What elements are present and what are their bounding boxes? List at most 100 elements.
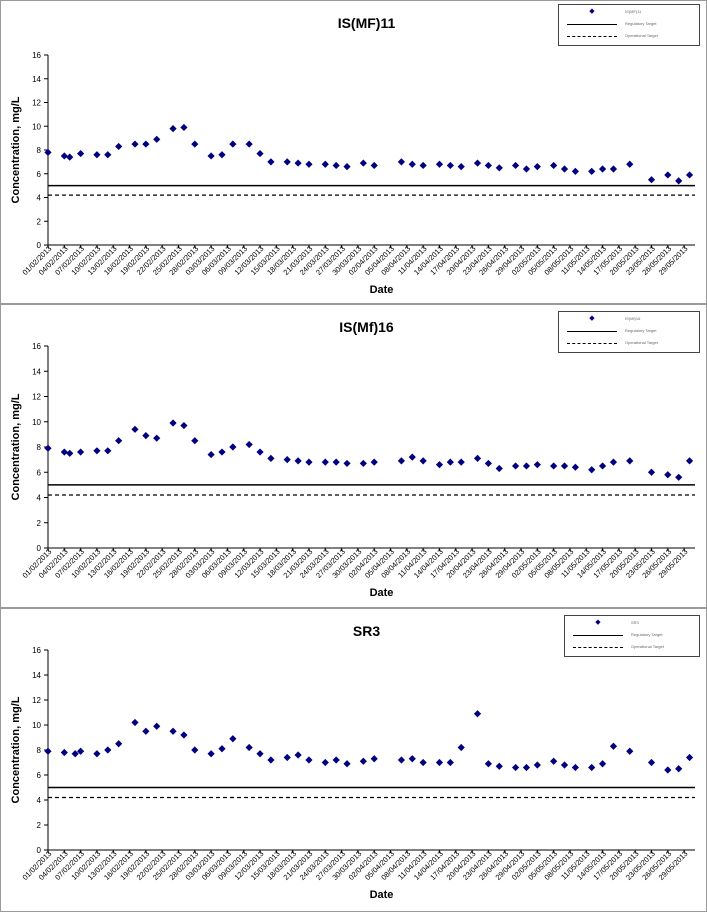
data-point (93, 447, 101, 455)
data-point (60, 448, 68, 456)
data-point (626, 747, 634, 755)
chart-title: IS(Mf)16 (339, 319, 394, 335)
data-point (435, 160, 444, 168)
data-point (131, 425, 139, 433)
data-point (245, 140, 253, 148)
legend-label-regulatory: Regulatory Target (625, 21, 657, 26)
chart-legend: ◆ IS(MF)11 Regulatory Target Operational … (558, 4, 700, 46)
data-point (495, 464, 503, 473)
data-point (169, 125, 177, 133)
data-point (332, 161, 340, 170)
data-point (207, 152, 215, 160)
data-point (77, 747, 85, 755)
legend-label-regulatory: Regulatory Target (625, 328, 657, 333)
data-point (169, 419, 177, 427)
data-point (457, 743, 465, 752)
data-point (408, 453, 416, 461)
data-point (484, 760, 492, 768)
data-point (457, 458, 465, 466)
y-tick-label: 8 (37, 746, 42, 755)
data-point (685, 457, 694, 465)
data-point (191, 437, 199, 445)
data-point (571, 763, 579, 772)
chart-panel-sr3: SR3 0 2 4 6 8 10 12 14 16 01/02/2013 04/02/2013 07/0… (0, 608, 707, 912)
data-point (294, 751, 302, 759)
data-point (229, 443, 237, 451)
data-point (305, 458, 313, 466)
data-point (180, 123, 188, 132)
y-tick-label: 16 (32, 342, 41, 351)
data-point (191, 746, 199, 754)
chart-title: IS(MF)11 (338, 15, 396, 31)
y-axis-label: Concentration, mg/L (10, 696, 22, 803)
data-point (473, 159, 482, 167)
data-point (359, 159, 367, 167)
legend-label-operational: Operational Target (625, 340, 658, 345)
chart-svg: IS(Mf)16024681012141601/02/201304/02/201… (10, 319, 695, 599)
data-point (446, 458, 454, 466)
chart-svg: SR3024681012141601/02/201304/02/201307/0… (10, 623, 695, 901)
x-axis-label: Date (370, 587, 394, 599)
data-point (104, 151, 112, 159)
data-point (598, 165, 607, 173)
data-point (370, 755, 378, 763)
data-point (44, 148, 52, 156)
data-point (560, 165, 569, 173)
data-point (218, 448, 226, 456)
data-point (473, 710, 482, 718)
data-point (511, 161, 520, 170)
data-point (321, 458, 329, 466)
data-point (609, 742, 618, 750)
data-point (664, 171, 672, 179)
data-point (60, 748, 68, 757)
data-point (446, 758, 454, 767)
data-point (267, 454, 275, 462)
data-point (131, 718, 139, 727)
data-point (408, 160, 416, 168)
data-point (332, 756, 340, 764)
legend-solid-line-icon (567, 24, 617, 25)
legend-dashed-line-icon (573, 647, 623, 648)
data-point (44, 747, 52, 755)
data-point (685, 171, 694, 179)
data-point (511, 462, 520, 470)
y-axis-label: Concentration, mg/L (10, 393, 22, 500)
data-point (473, 454, 482, 462)
data-point (142, 727, 150, 735)
y-tick-label: 0 (37, 846, 42, 855)
chart-panel-is-mf-16: IS(Mf)16 0 2 4 6 8 10 12 14 16 01/02/2013 04/02/201… (0, 304, 707, 608)
data-point (44, 444, 52, 452)
data-point (446, 161, 454, 170)
y-tick-label: 10 (32, 721, 41, 730)
data-point (522, 165, 531, 173)
data-point (283, 753, 291, 762)
data-point (647, 176, 656, 184)
data-point (419, 161, 427, 170)
y-tick-label: 12 (32, 99, 41, 108)
y-tick-label: 8 (37, 146, 42, 155)
data-point (359, 757, 367, 765)
y-tick-label: 4 (37, 494, 42, 503)
data-point (305, 160, 313, 168)
data-point (93, 750, 101, 758)
data-point (675, 765, 683, 773)
data-point (588, 167, 596, 175)
data-point (533, 163, 541, 171)
data-point (484, 161, 492, 170)
data-point (533, 761, 541, 769)
data-point (218, 151, 226, 159)
y-tick-label: 4 (37, 194, 42, 203)
data-point (115, 142, 123, 151)
data-point (419, 758, 427, 767)
data-point (115, 740, 123, 748)
data-point (115, 437, 123, 445)
data-point (229, 735, 237, 743)
data-point (484, 459, 492, 468)
data-point (180, 421, 188, 430)
data-point (647, 468, 656, 476)
data-point (93, 151, 101, 159)
data-point (142, 432, 150, 440)
data-point (560, 761, 569, 769)
data-point (267, 756, 275, 764)
data-point (332, 458, 340, 466)
